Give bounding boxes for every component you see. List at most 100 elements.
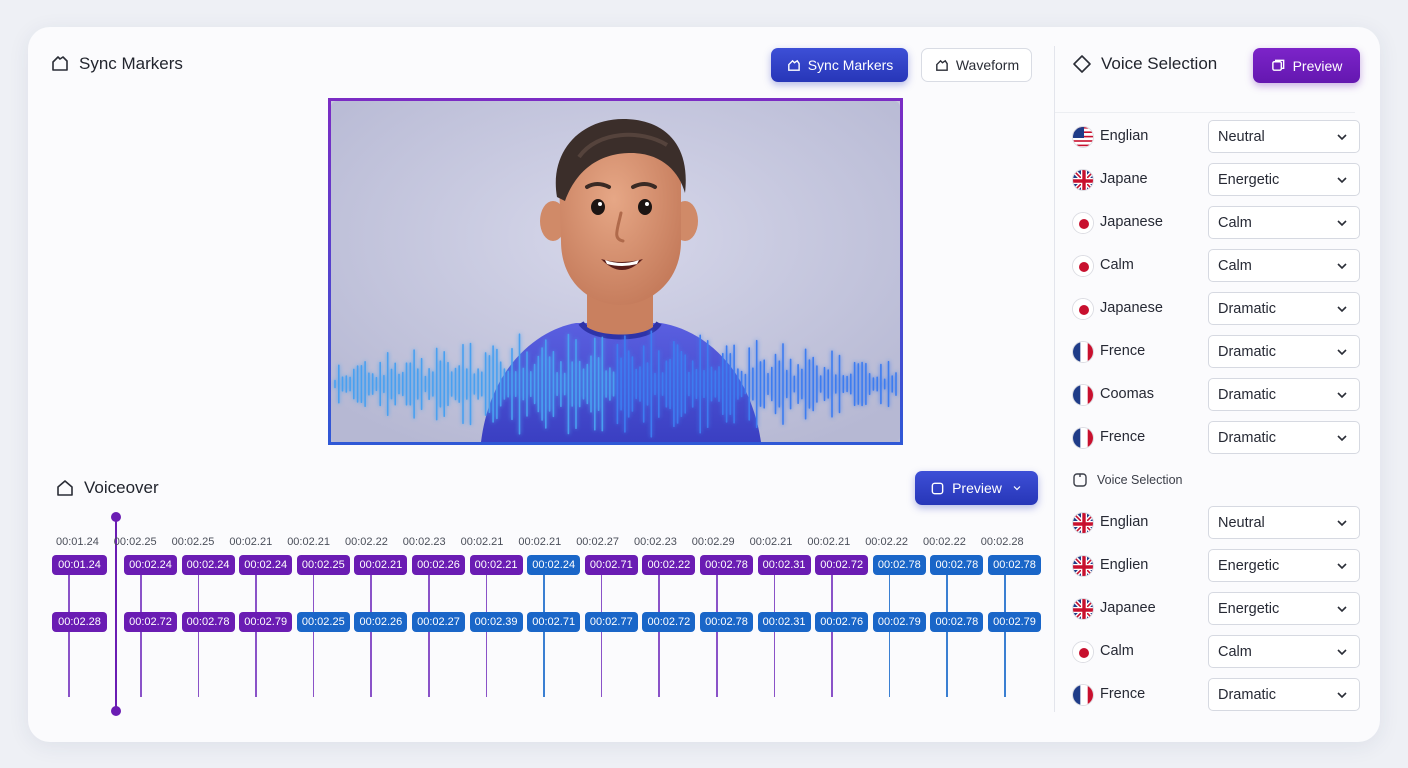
sync-marker-chip-bottom[interactable]: 00:02.72 — [642, 612, 696, 632]
sync-marker-chip-bottom[interactable]: 00:02.78 — [700, 612, 753, 632]
chevron-down-icon — [1335, 431, 1349, 445]
sync-marker-chip-bottom[interactable]: 00:02.72 — [124, 612, 177, 632]
flag-jp-icon — [1072, 212, 1094, 234]
sync-marker-chip-bottom[interactable]: 00:02.76 — [815, 612, 869, 632]
sync-marker-line — [831, 575, 833, 697]
playhead[interactable] — [115, 517, 117, 711]
sync-marker-chip-top[interactable]: 00:02.24 — [181, 555, 235, 575]
sync-marker-chip-bottom[interactable]: 00:02.25 — [296, 612, 350, 632]
copy-icon — [1271, 59, 1284, 71]
sync-marker-chip-top[interactable]: 00:02.78 — [988, 555, 1041, 575]
sync-marker-chip-top[interactable]: 00:02.24 — [124, 555, 177, 575]
timeline-tick-label: 00:02.21 — [518, 536, 562, 548]
waveform-button-label: Waveform — [955, 57, 1020, 73]
voice-row: Calm Calm — [1072, 635, 1360, 668]
voice-style-value: Calm — [1218, 644, 1252, 660]
voice-style-select[interactable]: Dramatic — [1208, 378, 1360, 411]
timeline-tick-label: 00:02.21 — [287, 536, 331, 548]
voice-style-select[interactable]: Calm — [1208, 206, 1360, 239]
sync-marker-chip-bottom[interactable]: 00:02.79 — [872, 612, 926, 632]
sync-marker-chip-top[interactable]: 00:02.24 — [527, 555, 581, 575]
sync-marker-chip-top[interactable]: 00:02.21 — [354, 555, 408, 575]
sync-marker-line — [140, 575, 142, 697]
flag-uk-icon — [1072, 598, 1094, 620]
sync-marker-chip-top[interactable]: 00:02.78 — [930, 555, 984, 575]
flag-uk-icon — [1072, 555, 1094, 577]
sync-marker-line — [543, 575, 545, 697]
flag-fr-icon — [1072, 341, 1094, 363]
sync-marker-chip-top[interactable]: 00:01.24 — [52, 555, 107, 575]
timeline-tick-label: 00:02.22 — [345, 536, 388, 548]
timeline-tick-label: 00:02.29 — [691, 536, 735, 548]
sync-marker-chip-top[interactable]: 00:02.22 — [642, 555, 696, 575]
sync-marker-chip-bottom[interactable]: 00:02.26 — [354, 612, 408, 632]
voice-style-value: Dramatic — [1218, 344, 1277, 360]
voice-style-value: Dramatic — [1218, 687, 1277, 703]
sync-marker-chip-top[interactable]: 00:02.78 — [700, 555, 753, 575]
voice-row: Frence Dramatic — [1072, 678, 1360, 711]
voice-style-select[interactable]: Energetic — [1208, 163, 1360, 196]
sync-marker-chip-top[interactable]: 00:02.25 — [296, 555, 350, 575]
sync-marker-chip-bottom[interactable]: 00:02.77 — [584, 612, 638, 632]
voice-selection-title: Voice Selection — [1072, 54, 1217, 74]
sync-marker-chip-top[interactable]: 00:02.24 — [239, 555, 293, 575]
sync-marker-chip-top[interactable]: 00:02.26 — [412, 555, 465, 575]
voice-style-select[interactable]: Energetic — [1208, 592, 1360, 625]
voice-style-select[interactable]: Neutral — [1208, 120, 1360, 153]
voice-style-select[interactable]: Neutral — [1208, 506, 1360, 539]
voiceover-preview-button[interactable]: Preview — [915, 471, 1038, 505]
sync-marker-chip-bottom[interactable]: 00:02.28 — [52, 612, 107, 632]
sync-marker-chip-bottom[interactable]: 00:02.39 — [469, 612, 523, 632]
chevron-down-icon — [1335, 688, 1349, 702]
sync-marker-chip-bottom[interactable]: 00:02.79 — [239, 612, 293, 632]
voice-language-label: Calm — [1100, 257, 1134, 273]
voice-preview-button[interactable]: Preview — [1253, 48, 1360, 83]
voice-style-select[interactable]: Calm — [1208, 635, 1360, 668]
voice-language-label: Englian — [1100, 514, 1149, 530]
voice-language-label: Englien — [1100, 557, 1149, 573]
voice-preview-button-label: Preview — [1292, 57, 1343, 74]
voice-style-select[interactable]: Calm — [1208, 249, 1360, 282]
sync-marker-line — [1004, 575, 1006, 697]
playhead-top-handle[interactable] — [111, 512, 121, 522]
voice-style-value: Calm — [1218, 258, 1252, 274]
chevron-down-icon — [1335, 302, 1349, 316]
sync-marker-chip-bottom[interactable]: 00:02.27 — [412, 612, 465, 632]
voice-style-value: Energetic — [1218, 601, 1280, 617]
puzzle-icon — [50, 54, 70, 74]
sync-marker-chip-top[interactable]: 00:02.71 — [584, 555, 638, 575]
sync-marker-chip-bottom[interactable]: 00:02.78 — [181, 612, 235, 632]
sync-marker-chip-bottom[interactable]: 00:02.78 — [930, 612, 984, 632]
timeline-tick-label: 00:02.22 — [865, 536, 909, 548]
sync-marker-chip-bottom[interactable]: 00:02.31 — [757, 612, 811, 632]
voice-style-value: Neutral — [1218, 129, 1265, 145]
voice-style-select[interactable]: Dramatic — [1208, 292, 1360, 325]
voice-language-label: Japane — [1100, 171, 1148, 187]
voice-style-select[interactable]: Dramatic — [1208, 421, 1360, 454]
chevron-down-icon — [1335, 173, 1349, 187]
sync-marker-chip-top[interactable]: 00:02.78 — [872, 555, 926, 575]
sync-marker-chip-top[interactable]: 00:02.31 — [757, 555, 811, 575]
voice-style-select[interactable]: Dramatic — [1208, 678, 1360, 711]
flag-fr-icon — [1072, 684, 1094, 706]
waveform-icon — [935, 59, 948, 71]
sync-marker-chip-bottom[interactable]: 00:02.71 — [527, 612, 581, 632]
sync-marker-chip-top[interactable]: 00:02.72 — [815, 555, 869, 575]
chevron-down-icon — [1335, 602, 1349, 616]
timeline-tick-label: 00:02.22 — [923, 536, 966, 548]
playhead-bottom-handle[interactable] — [111, 706, 121, 716]
timeline-tick-label: 00:02.28 — [980, 536, 1024, 548]
voice-row: Englien Energetic — [1072, 549, 1360, 582]
sync-marker-chip-top[interactable]: 00:02.21 — [469, 555, 523, 575]
sync-markers-title-text: Sync Markers — [79, 54, 183, 73]
sync-marker-chip-bottom[interactable]: 00:02.79 — [988, 612, 1041, 632]
voice-style-value: Dramatic — [1218, 301, 1277, 317]
sync-markers-button[interactable]: Sync Markers — [771, 48, 908, 82]
video-preview[interactable] — [328, 98, 903, 445]
voice-language-label: Frence — [1100, 429, 1146, 445]
waveform-button[interactable]: Waveform — [921, 48, 1032, 82]
voice-style-select[interactable]: Dramatic — [1208, 335, 1360, 368]
frame-icon — [931, 482, 944, 494]
voice-style-select[interactable]: Energetic — [1208, 549, 1360, 582]
flag-us-icon — [1072, 126, 1094, 148]
